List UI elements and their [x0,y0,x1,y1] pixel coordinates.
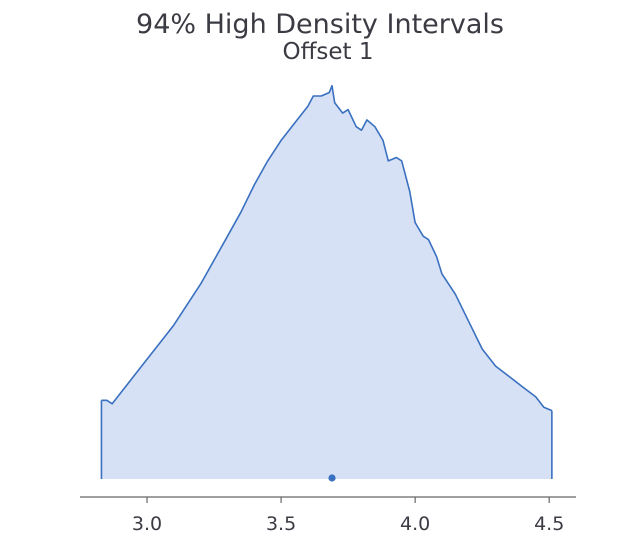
density-area [101,85,552,479]
x-tick-label: 3.0 [132,513,162,535]
x-tick-label: 3.5 [266,513,296,535]
x-axis: 3.0 3.5 4.0 4.5 [80,496,576,535]
plot-area [100,84,553,482]
point-estimate-marker [328,474,336,482]
density-line [101,84,553,412]
x-tick-label: 4.0 [400,513,430,535]
chart-title: 94% High Density Intervals [136,9,504,40]
chart-subtitle: Offset 1 [282,39,373,65]
x-tick-label: 4.5 [534,513,564,535]
